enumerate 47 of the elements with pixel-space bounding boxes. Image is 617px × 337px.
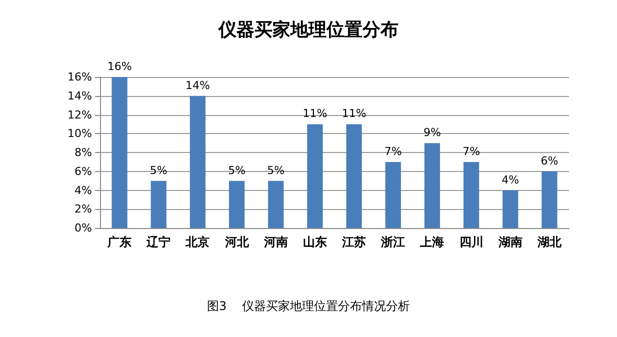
x-tick-label: 上海 xyxy=(419,235,444,249)
y-tick-label: 2% xyxy=(74,202,92,216)
x-tick-label: 江苏 xyxy=(341,235,366,249)
bar xyxy=(463,162,480,228)
data-label: 5% xyxy=(267,164,285,177)
x-tick-label: 辽宁 xyxy=(146,235,171,249)
bar xyxy=(346,124,362,228)
data-label: 6% xyxy=(540,154,558,168)
bar xyxy=(190,96,206,228)
x-tick-label: 四川 xyxy=(459,235,484,249)
x-tick-label: 山东 xyxy=(302,235,327,249)
y-tick-label: 4% xyxy=(74,184,92,197)
y-tick-label: 8% xyxy=(74,146,92,159)
data-label: 7% xyxy=(462,144,480,158)
data-label: 16% xyxy=(107,60,132,73)
data-label: 11% xyxy=(302,107,328,120)
x-tick-label: 河北 xyxy=(224,235,250,249)
data-label: 7% xyxy=(384,144,402,158)
y-tick-label: 10% xyxy=(68,127,92,140)
data-label: 14% xyxy=(185,78,210,92)
bar xyxy=(228,180,245,228)
bar xyxy=(542,171,558,228)
data-label: 11% xyxy=(342,107,366,120)
x-tick-label: 浙江 xyxy=(380,235,406,249)
x-tick-label: 湖北 xyxy=(536,235,562,249)
chart-title: 仪器买家地理位置分布 xyxy=(218,20,398,40)
y-tick-label: 12% xyxy=(68,108,92,122)
bar xyxy=(150,180,166,228)
bar xyxy=(307,124,323,228)
bar xyxy=(112,77,128,228)
y-tick-label: 6% xyxy=(74,164,92,178)
caption: 图3 仪器买家地理位置分布情况分析 xyxy=(207,299,410,313)
bar xyxy=(424,143,440,228)
x-tick-label: 广东 xyxy=(106,235,132,249)
y-tick-label: 16% xyxy=(68,70,92,84)
x-tick-label: 湖南 xyxy=(497,235,522,249)
data-label: 4% xyxy=(502,173,520,186)
x-tick-label: 北京 xyxy=(184,235,210,249)
data-label: 5% xyxy=(150,164,168,177)
bar xyxy=(268,180,284,228)
y-tick-label: 0% xyxy=(74,222,92,234)
bar xyxy=(502,190,518,228)
data-label: 9% xyxy=(423,126,441,140)
data-label: 5% xyxy=(228,164,246,177)
x-tick-label: 河南 xyxy=(262,235,288,249)
y-tick-label: 14% xyxy=(68,89,92,102)
bar xyxy=(385,162,401,228)
